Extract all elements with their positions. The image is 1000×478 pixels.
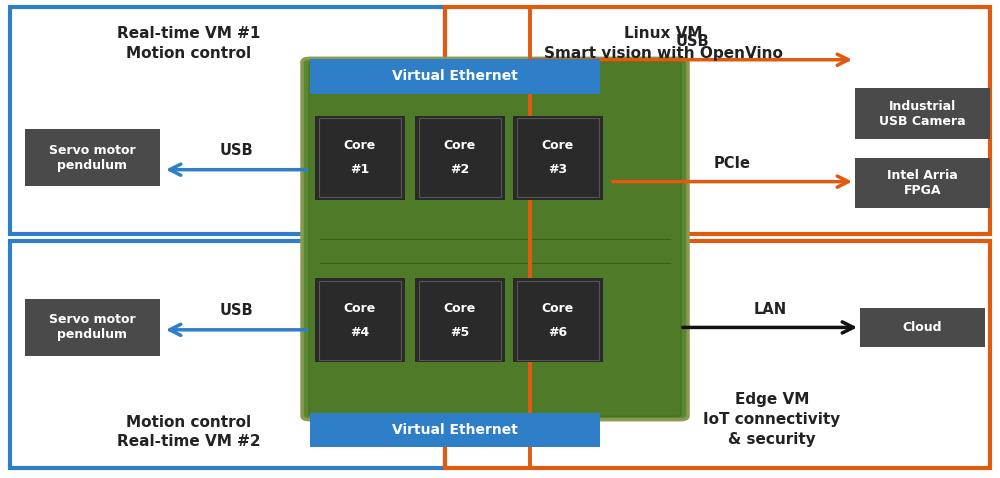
FancyBboxPatch shape <box>855 88 990 139</box>
FancyBboxPatch shape <box>415 116 505 200</box>
Text: PCIe: PCIe <box>714 156 751 171</box>
Text: #2: #2 <box>450 163 470 176</box>
FancyBboxPatch shape <box>855 158 990 208</box>
FancyBboxPatch shape <box>319 119 401 197</box>
Text: Motion control
Real-time VM #2: Motion control Real-time VM #2 <box>117 414 260 449</box>
Text: Linux VM
Smart vision with OpenVino: Linux VM Smart vision with OpenVino <box>544 26 782 61</box>
Text: #3: #3 <box>548 163 568 176</box>
FancyBboxPatch shape <box>415 278 505 362</box>
Text: Real-time VM #1
Motion control: Real-time VM #1 Motion control <box>117 26 260 61</box>
FancyBboxPatch shape <box>860 308 985 347</box>
Text: Core: Core <box>444 302 476 315</box>
Text: #5: #5 <box>450 326 470 339</box>
FancyBboxPatch shape <box>445 241 990 468</box>
Text: #4: #4 <box>350 326 370 339</box>
Text: Core: Core <box>542 302 574 315</box>
Text: USB: USB <box>220 303 253 318</box>
FancyBboxPatch shape <box>517 281 599 359</box>
FancyBboxPatch shape <box>309 62 681 416</box>
FancyBboxPatch shape <box>310 59 600 94</box>
Text: Servo motor
pendulum: Servo motor pendulum <box>49 144 136 172</box>
FancyBboxPatch shape <box>25 129 160 186</box>
FancyBboxPatch shape <box>513 278 603 362</box>
FancyBboxPatch shape <box>419 281 501 359</box>
FancyBboxPatch shape <box>445 7 990 234</box>
Text: Core: Core <box>542 139 574 152</box>
Text: Industrial
USB Camera: Industrial USB Camera <box>879 99 966 128</box>
FancyBboxPatch shape <box>319 281 401 359</box>
FancyBboxPatch shape <box>310 413 600 447</box>
FancyBboxPatch shape <box>315 278 405 362</box>
Text: Cloud: Cloud <box>903 321 942 334</box>
FancyBboxPatch shape <box>10 241 445 468</box>
Text: Intel Arria
FPGA: Intel Arria FPGA <box>887 169 958 197</box>
FancyBboxPatch shape <box>302 58 688 420</box>
Text: Virtual Ethernet: Virtual Ethernet <box>392 423 518 437</box>
Text: #1: #1 <box>350 163 370 176</box>
Text: Core: Core <box>444 139 476 152</box>
FancyBboxPatch shape <box>517 119 599 197</box>
Text: #6: #6 <box>548 326 568 339</box>
FancyBboxPatch shape <box>315 116 405 200</box>
FancyBboxPatch shape <box>25 299 160 356</box>
Text: Core: Core <box>344 302 376 315</box>
Text: USB: USB <box>220 143 253 158</box>
Text: Virtual Ethernet: Virtual Ethernet <box>392 69 518 84</box>
Text: Servo motor
pendulum: Servo motor pendulum <box>49 314 136 341</box>
Text: Core: Core <box>344 139 376 152</box>
Text: Edge VM
IoT connectivity
& security: Edge VM IoT connectivity & security <box>703 392 841 447</box>
FancyBboxPatch shape <box>513 116 603 200</box>
FancyBboxPatch shape <box>419 119 501 197</box>
FancyBboxPatch shape <box>10 7 445 234</box>
Text: LAN: LAN <box>753 302 787 317</box>
Text: USB: USB <box>676 34 709 49</box>
